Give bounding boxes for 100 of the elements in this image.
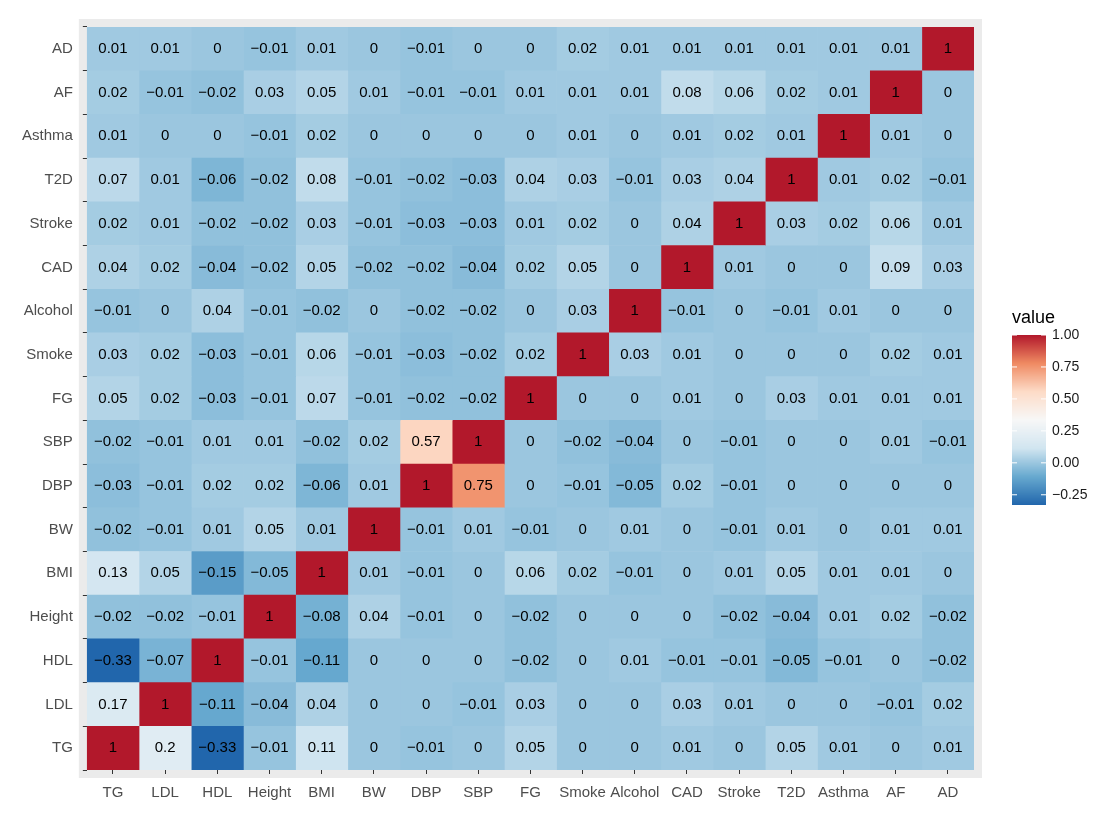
data-label: 0 <box>682 563 692 581</box>
data-label: 0 <box>526 432 535 450</box>
data-label: −0.07 <box>146 650 185 668</box>
data-label: 0 <box>682 432 692 450</box>
data-label: 0 <box>578 607 587 625</box>
data-label: −0.04 <box>459 257 498 275</box>
data-label: 0.2 <box>154 738 176 756</box>
data-label: −0.01 <box>250 344 289 362</box>
data-label: 0.01 <box>881 38 911 56</box>
data-label: −0.02 <box>198 82 237 100</box>
data-label: 0.04 <box>724 170 754 188</box>
data-label: −0.33 <box>93 650 132 668</box>
data-label: 0.03 <box>515 694 546 712</box>
data-label: 0 <box>578 738 587 756</box>
data-label: 0.01 <box>933 519 963 537</box>
data-label: 0.04 <box>307 694 337 712</box>
data-label: 0 <box>369 126 379 144</box>
data-label: 0 <box>369 694 379 712</box>
data-label: 0.01 <box>98 126 128 144</box>
data-label: −0.01 <box>928 432 967 450</box>
data-label: −0.01 <box>407 738 446 756</box>
y-tick-label: T2D <box>44 170 74 188</box>
data-label: 0.01 <box>98 38 128 56</box>
data-label: 0.75 <box>463 476 493 494</box>
data-label: 0.02 <box>724 126 754 144</box>
data-label: 0 <box>578 694 587 712</box>
data-label: 0.02 <box>515 257 546 275</box>
data-label: 0 <box>474 650 483 668</box>
data-label: 1 <box>369 519 379 537</box>
data-label: −0.02 <box>302 432 341 450</box>
data-label: 0 <box>369 38 379 56</box>
data-label: −0.02 <box>928 607 967 625</box>
data-label: 0.01 <box>359 82 389 100</box>
x-tick-label: AF <box>886 783 906 801</box>
x-tick-label: SBP <box>463 783 494 801</box>
color-bar-label: −0.25 <box>1052 485 1088 502</box>
data-label: 0.02 <box>828 213 859 231</box>
data-label: 0.03 <box>568 301 598 319</box>
data-label: −0.01 <box>146 476 185 494</box>
data-label: −0.04 <box>250 694 289 712</box>
data-label: 0.01 <box>515 213 546 231</box>
data-label: 0 <box>891 476 900 494</box>
data-label: 0 <box>630 257 639 275</box>
data-label: 0 <box>421 650 431 668</box>
data-label: −0.03 <box>198 344 237 362</box>
data-label: 0.01 <box>672 126 702 144</box>
data-label: 0 <box>839 519 848 537</box>
data-label: 0.02 <box>98 82 128 100</box>
data-label: −0.02 <box>720 607 759 625</box>
data-label: 0.01 <box>881 563 911 581</box>
data-label: 0.03 <box>254 82 285 100</box>
data-label: −0.04 <box>198 257 237 275</box>
data-label: 0.04 <box>359 607 389 625</box>
color-bar-label: 0.25 <box>1052 421 1080 438</box>
data-label: 0 <box>943 82 953 100</box>
data-label: −0.01 <box>824 650 863 668</box>
y-tick-label: Smoke <box>26 344 73 362</box>
data-label: 0.01 <box>568 126 598 144</box>
data-label: 0.01 <box>620 82 650 100</box>
data-label: 0.02 <box>776 82 806 100</box>
data-label: 0.05 <box>776 738 806 756</box>
data-label: 0 <box>630 694 639 712</box>
data-label: −0.15 <box>198 563 237 581</box>
data-label: −0.03 <box>198 388 237 406</box>
data-label: −0.08 <box>302 607 341 625</box>
data-label: −0.01 <box>250 301 289 319</box>
data-label: −0.01 <box>407 563 446 581</box>
data-label: 0.01 <box>776 126 806 144</box>
data-label: 0.02 <box>254 476 285 494</box>
data-label: 1 <box>265 607 274 625</box>
data-label: −0.05 <box>772 650 811 668</box>
y-tick-label: SBP <box>42 432 73 450</box>
data-label: 0 <box>839 476 848 494</box>
data-label: 0.03 <box>568 170 598 188</box>
x-tick-label: LDL <box>151 783 179 801</box>
data-label: 0.04 <box>98 257 128 275</box>
data-label: 0.03 <box>620 344 650 362</box>
data-label: 0.06 <box>515 563 546 581</box>
data-label: −0.02 <box>511 650 550 668</box>
data-label: −0.02 <box>354 257 393 275</box>
x-tick-label: TG <box>102 783 124 801</box>
data-label: 0.03 <box>776 213 806 231</box>
data-label: 0 <box>734 738 744 756</box>
data-label: 0.01 <box>776 38 806 56</box>
data-label: 0.07 <box>307 388 337 406</box>
data-label: 0.06 <box>307 344 337 362</box>
data-label: 0.01 <box>828 170 859 188</box>
data-label: 0.06 <box>724 82 754 100</box>
data-label: 0 <box>682 607 692 625</box>
data-label: 1 <box>317 563 326 581</box>
data-label: 0.02 <box>568 563 598 581</box>
data-label: 0 <box>526 126 535 144</box>
data-label: −0.33 <box>198 738 237 756</box>
data-label: 0 <box>839 432 848 450</box>
data-label: 0.01 <box>881 388 911 406</box>
data-label: 0 <box>630 388 639 406</box>
data-label: −0.11 <box>303 650 341 668</box>
y-tick-label: BW <box>48 519 74 537</box>
data-label: −0.02 <box>250 257 289 275</box>
data-label: 0 <box>369 738 379 756</box>
